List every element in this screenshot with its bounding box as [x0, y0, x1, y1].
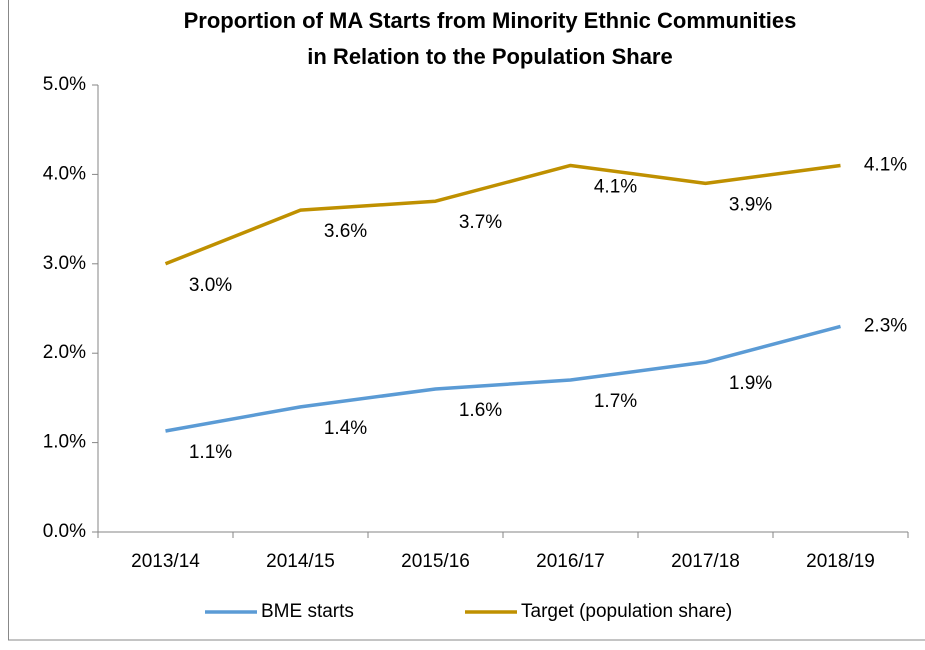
data-label: 3.9%: [729, 194, 772, 215]
data-label: 1.6%: [459, 400, 502, 421]
legend-label: BME starts: [261, 601, 354, 622]
data-label: 4.1%: [864, 154, 907, 175]
x-tick-label: 2016/17: [536, 551, 605, 572]
data-label: 4.1%: [594, 176, 637, 197]
series-line: [164, 163, 841, 266]
y-tick-label: 1.0%: [43, 432, 86, 453]
data-label: 2.3%: [864, 315, 907, 336]
y-tick-label: 2.0%: [43, 342, 86, 363]
x-tick-label: 2017/18: [671, 551, 740, 572]
legend-label: Target (population share): [521, 601, 732, 622]
y-tick-label: 0.0%: [43, 521, 86, 542]
x-tick-label: 2018/19: [806, 551, 875, 572]
x-tick-label: 2013/14: [131, 551, 200, 572]
data-label: 1.4%: [324, 418, 367, 439]
data-label: 1.9%: [729, 373, 772, 394]
y-tick-label: 5.0%: [43, 74, 86, 95]
chart-frame: [8, 0, 925, 641]
x-tick-label: 2015/16: [401, 551, 470, 572]
y-tick-label: 3.0%: [43, 253, 86, 274]
chart-title: Proportion of MA Starts from Minority Et…: [184, 8, 797, 33]
data-label: 1.1%: [189, 442, 232, 463]
x-tick-label: 2014/15: [266, 551, 335, 572]
data-label: 1.7%: [594, 391, 637, 412]
data-label: 3.7%: [459, 212, 502, 233]
chart-title: in Relation to the Population Share: [307, 44, 672, 69]
data-label: 3.0%: [189, 275, 232, 296]
data-label: 3.6%: [324, 221, 367, 242]
y-tick-label: 4.0%: [43, 163, 86, 184]
series-line: [165, 324, 841, 433]
